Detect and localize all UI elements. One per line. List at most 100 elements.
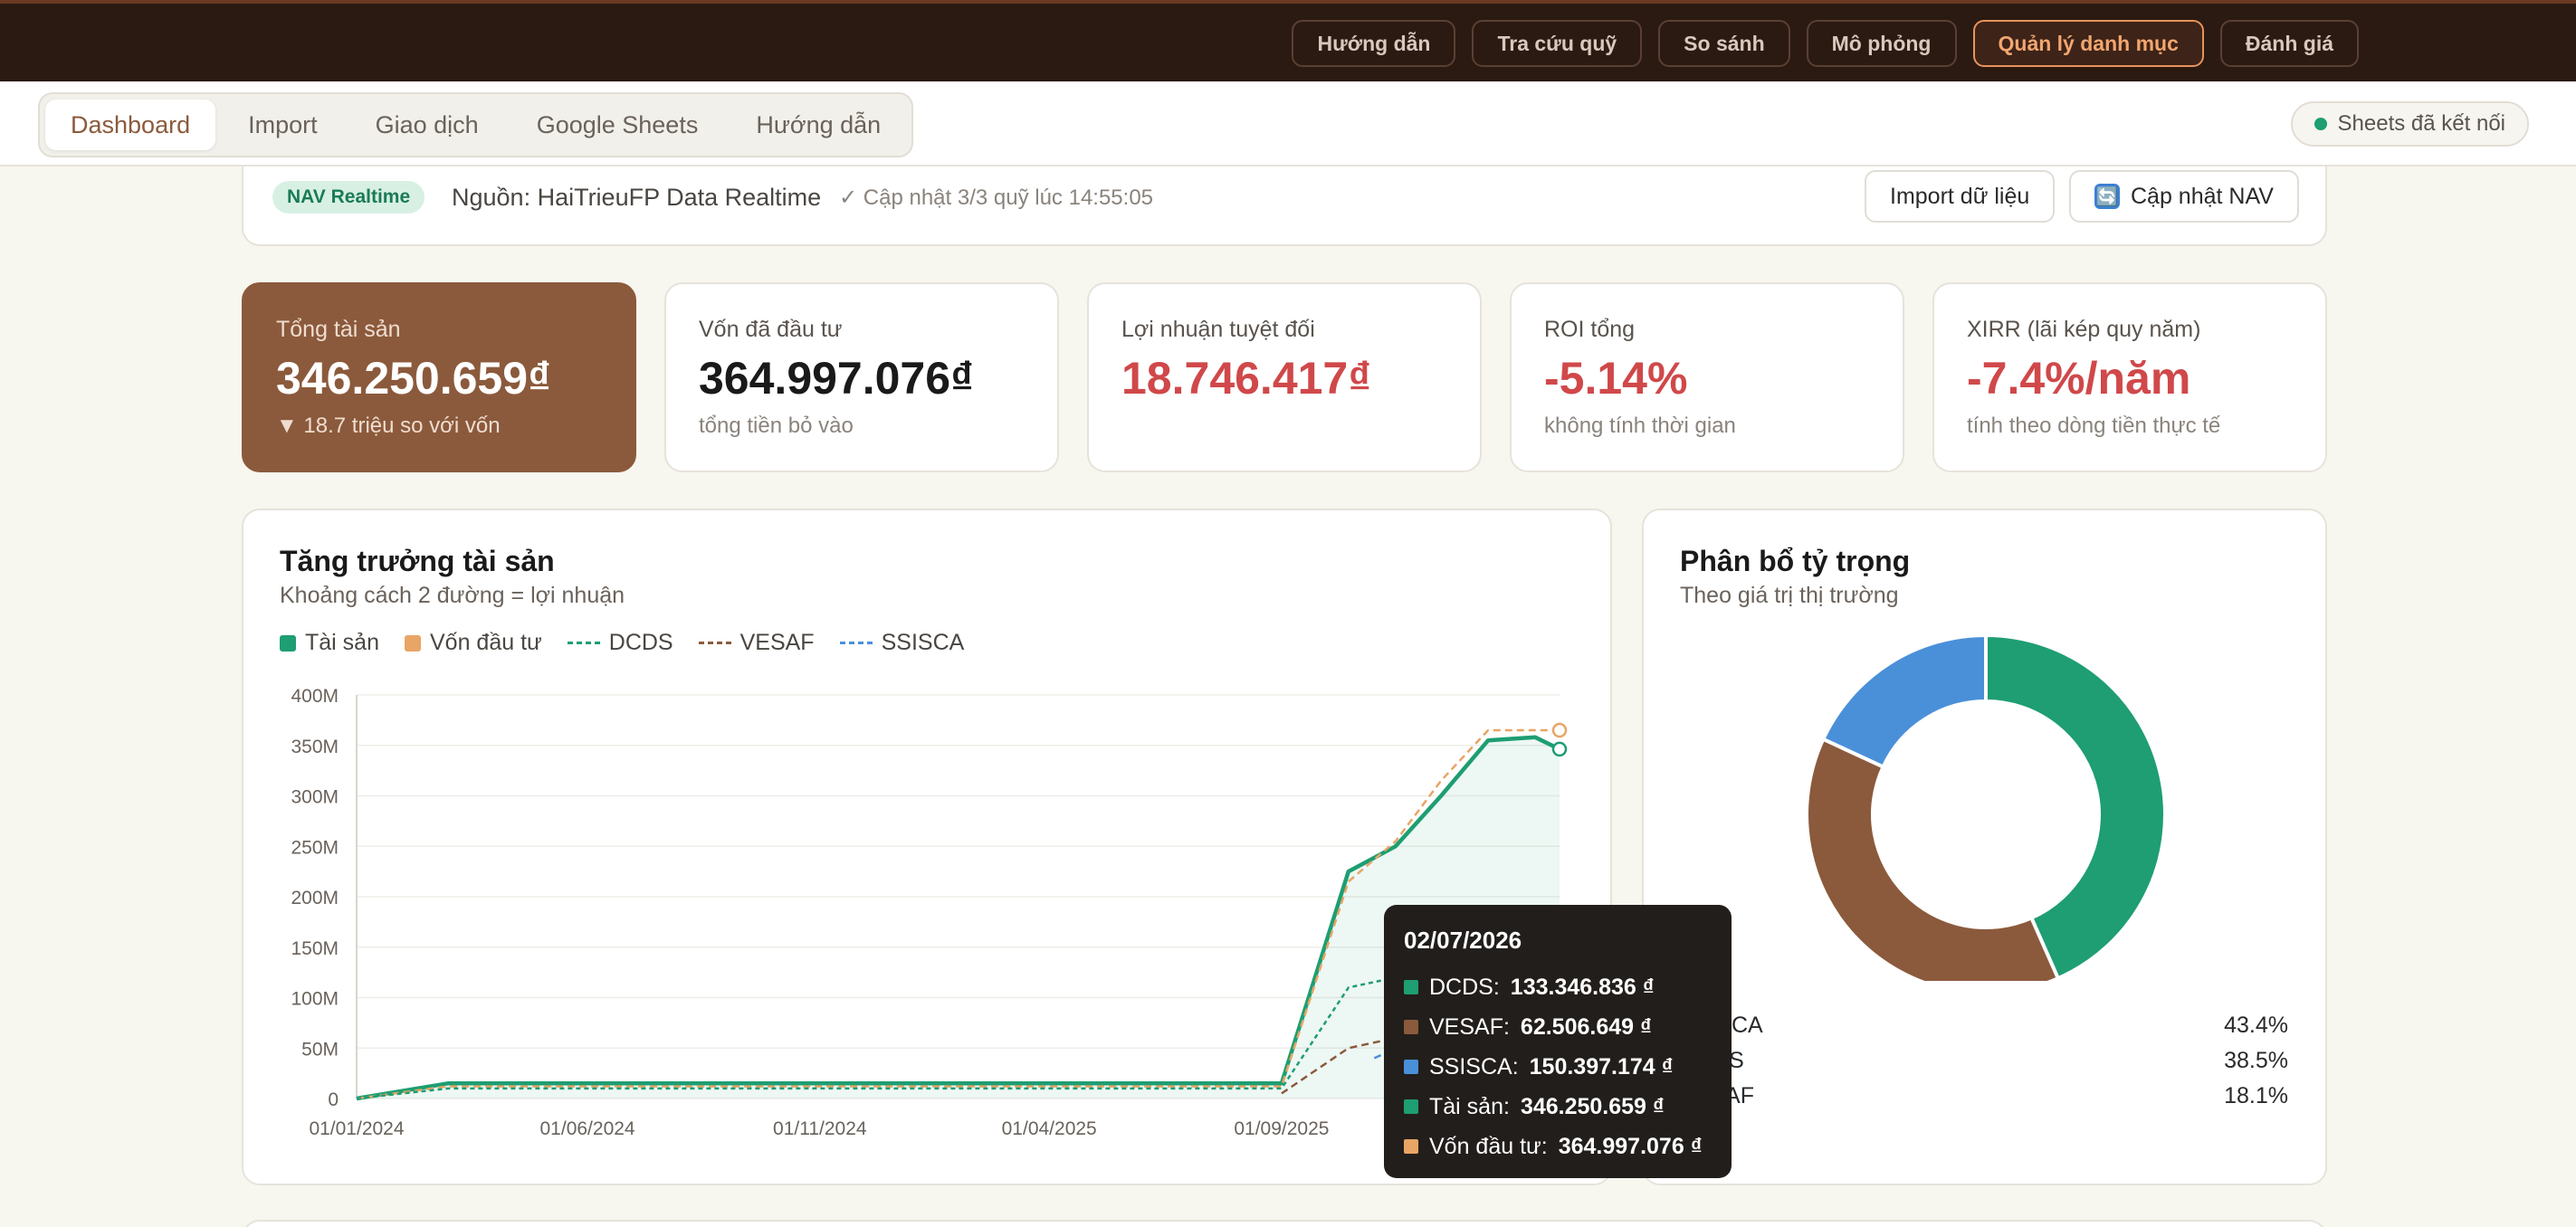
y-tick-label: 350M — [291, 737, 339, 757]
kpi-label: ROI tổng — [1544, 317, 1636, 342]
series-end-point — [1551, 741, 1568, 757]
allocation-donut-chart[interactable] — [1644, 510, 2329, 981]
y-tick-label: 50M — [301, 1039, 339, 1060]
donut-slice-ssisca[interactable] — [1984, 633, 2167, 981]
series-line-dcds — [356, 963, 1523, 1100]
next-card — [242, 1220, 2327, 1227]
allocation-percent: 43.4% — [2224, 1013, 2288, 1038]
kpi-label: XIRR (lãi kép quy năm) — [1967, 317, 2201, 342]
top-nav-compare[interactable]: So sánh — [1658, 20, 1790, 67]
series-line-vesaf — [1281, 1034, 1523, 1095]
top-nav-simulate[interactable]: Mô phỏng — [1806, 20, 1957, 67]
sub-nav-bar: Dashboard Import Giao dịch Google Sheets… — [0, 81, 2576, 166]
chart-tooltip: 02/07/2026 DCDS: 133.346.836 ₫ VESAF: 62.50… — [1384, 905, 1732, 1178]
sheets-status-badge: Sheets đã kết nối — [2290, 101, 2529, 147]
tab-group: Dashboard Import Giao dịch Google Sheets… — [38, 92, 914, 157]
tooltip-row: Tài sản: 346.250.659 ₫ — [1404, 1087, 1712, 1127]
kpi-invested: Vốn đã đầu tư 364.997.076₫ tổng tiền bỏ … — [664, 282, 1059, 472]
tooltip-value: 133.346.836 ₫ — [1510, 974, 1655, 1000]
kpi-label: Lợi nhuận tuyệt đối — [1121, 317, 1315, 342]
top-nav: Hướng dẫn Tra cứu quỹ So sánh Mô phỏng Q… — [1292, 20, 2359, 67]
chart-legend: Tài sản Vốn đầu tư DCDS VESAF SSISCA — [280, 630, 964, 656]
y-tick-label: 400M — [291, 686, 339, 707]
sync-icon: 🔄 — [2094, 184, 2120, 209]
allocation-row: DCDS38.5% — [1680, 1043, 2288, 1079]
legend-item-vesaf[interactable]: VESAF — [698, 630, 815, 656]
legend-marker — [404, 634, 421, 652]
sheets-status-label: Sheets đã kết nối — [2337, 111, 2505, 136]
x-tick-label: 01/01/2024 — [309, 1118, 404, 1139]
import-data-button[interactable]: Import dữ liệu — [1865, 170, 2056, 223]
series-line-tài-sản — [356, 735, 1560, 1101]
x-tick-label: 01/04/2025 — [1002, 1118, 1097, 1139]
kpi-value: -7.4%/năm — [1967, 353, 2191, 404]
legend-item-ssisca[interactable]: SSISCA — [839, 630, 965, 656]
kpi-value: 364.997.076₫ — [699, 353, 974, 404]
kpi-total-assets: Tổng tài sản 346.250.659₫ ▼ 18.7 triệu s… — [242, 282, 636, 472]
allocation-row: VESAF18.1% — [1680, 1079, 2288, 1114]
kpi-roi: ROI tổng -5.14% không tính thời gian — [1510, 282, 1904, 472]
nav-realtime-badge: NAV Realtime — [272, 181, 425, 214]
donut-slice-vesaf[interactable] — [1820, 633, 1988, 770]
kpi-value: -5.14% — [1544, 353, 1688, 404]
status-dot-icon — [2314, 118, 2327, 130]
y-tick-label: 300M — [291, 787, 339, 808]
y-tick-label: 0 — [328, 1089, 339, 1110]
update-nav-button[interactable]: 🔄 Cập nhật NAV — [2069, 170, 2299, 223]
growth-chart-card: Tăng trưởng tài sản Khoảng cách 2 đường … — [242, 509, 1612, 1185]
legend-marker — [567, 642, 600, 644]
tooltip-color-marker — [1404, 1139, 1418, 1154]
top-app-bar: Hướng dẫn Tra cứu quỹ So sánh Mô phỏng Q… — [0, 0, 2576, 81]
legend-item-vốn-đầu-tư[interactable]: Vốn đầu tư — [404, 630, 542, 656]
allocation-row: SSISCA43.4% — [1680, 1008, 2288, 1043]
tab-dashboard[interactable]: Dashboard — [45, 100, 216, 150]
legend-item-dcds[interactable]: DCDS — [567, 630, 673, 656]
kpi-value: 346.250.659₫ — [276, 353, 551, 404]
nav-source: Nguồn: HaiTrieuFP Data Realtime — [452, 184, 822, 211]
kpi-sub: tính theo dòng tiền thực tế — [1967, 414, 2221, 438]
kpi-xirr: XIRR (lãi kép quy năm) -7.4%/năm tính th… — [1932, 282, 2327, 472]
legend-label: SSISCA — [881, 630, 965, 655]
x-tick-label: 01/11/2024 — [773, 1118, 867, 1139]
tooltip-value: 364.997.076 ₫ — [1558, 1133, 1703, 1159]
x-tick-label: 01/06/2024 — [540, 1118, 635, 1139]
donut-slice-dcds[interactable] — [1805, 737, 2061, 981]
allocation-percent: 18.1% — [2224, 1083, 2288, 1108]
chart-title: Tăng trưởng tài sản — [280, 545, 555, 577]
series-area-tài-sản — [357, 737, 1560, 1099]
top-nav-fund-lookup[interactable]: Tra cứu quỹ — [1472, 20, 1643, 67]
tooltip-color-marker — [1404, 980, 1418, 994]
tooltip-row: DCDS: 133.346.836 ₫ — [1404, 967, 1712, 1007]
tooltip-color-marker — [1404, 1060, 1418, 1074]
nav-info-card: NAV Realtime Nguồn: HaiTrieuFP Data Real… — [242, 166, 2327, 246]
legend-item-tài-sản[interactable]: Tài sản — [280, 630, 379, 656]
update-nav-label: Cập nhật NAV — [2131, 183, 2274, 209]
tooltip-color-marker — [1404, 1020, 1418, 1034]
allocation-percent: 38.5% — [2224, 1048, 2288, 1073]
nav-updated: ✓ Cập nhật 3/3 quỹ lúc 14:55:05 — [839, 185, 1154, 210]
kpi-profit: Lợi nhuận tuyệt đối 18.746.417₫ — [1087, 282, 1482, 472]
tooltip-label: Vốn đầu tư: — [1429, 1133, 1548, 1159]
tooltip-label: SSISCA: — [1429, 1053, 1519, 1080]
top-nav-guide[interactable]: Hướng dẫn — [1292, 20, 1456, 67]
series-line-vốn-đầu-tư — [356, 728, 1560, 1100]
kpi-sub: ▼ 18.7 triệu so với vốn — [276, 414, 501, 438]
top-nav-review[interactable]: Đánh giá — [2219, 20, 2359, 67]
tab-google-sheets[interactable]: Google Sheets — [536, 110, 699, 138]
kpi-value: 18.746.417₫ — [1121, 353, 1371, 404]
top-nav-portfolio[interactable]: Quản lý danh mục — [1972, 20, 2204, 67]
tooltip-row: VESAF: 62.506.649 ₫ — [1404, 1007, 1712, 1047]
tab-import[interactable]: Import — [248, 110, 318, 138]
kpi-sub: tổng tiền bỏ vào — [699, 414, 854, 438]
x-tick-label: 01/09/2025 — [1234, 1118, 1329, 1139]
tooltip-value: 150.397.174 ₫ — [1529, 1053, 1674, 1080]
kpi-sub: không tính thời gian — [1544, 414, 1736, 438]
allocation-list: SSISCA43.4%DCDS38.5%VESAF18.1% — [1680, 1008, 2288, 1114]
tab-transactions[interactable]: Giao dịch — [375, 110, 479, 138]
tab-guide[interactable]: Hướng dẫn — [756, 110, 882, 138]
legend-marker — [280, 634, 296, 652]
series-end-point — [1551, 722, 1568, 738]
allocation-card: Phân bổ tỷ trọng Theo giá trị thị trường… — [1642, 509, 2327, 1185]
legend-label: DCDS — [608, 630, 673, 655]
legend-marker — [698, 642, 731, 644]
